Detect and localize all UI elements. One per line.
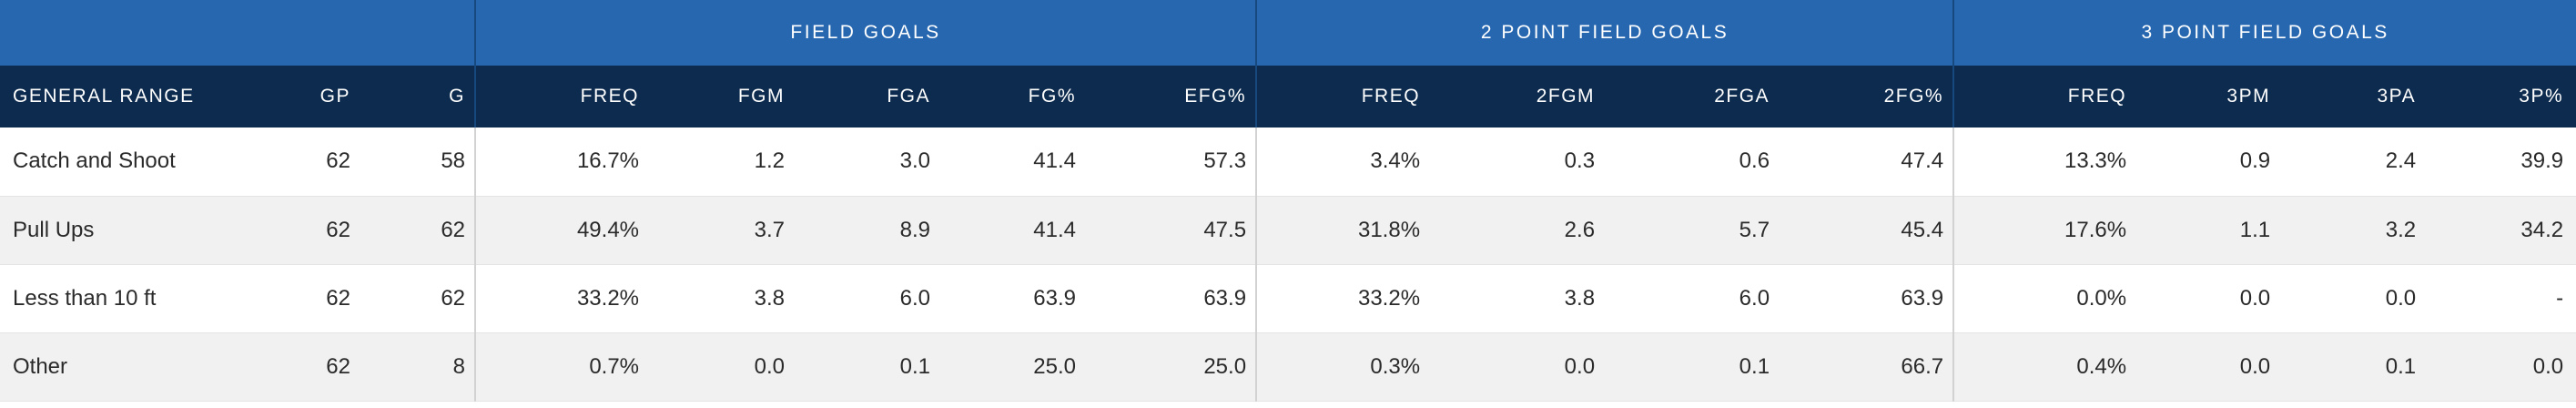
col-header-fga[interactable]: FGA bbox=[794, 66, 940, 128]
group-header-2pt-field-goals: 2 POINT FIELD GOALS bbox=[1255, 0, 1954, 66]
col-header-fg-freq[interactable]: FREQ bbox=[474, 66, 649, 128]
cell-fg-freq: 33.2% bbox=[474, 264, 649, 333]
cell-3pt-freq: 0.4% bbox=[1952, 332, 2136, 402]
cell-efg-pct: 63.9 bbox=[1085, 264, 1257, 333]
cell-2fg-pct: 66.7 bbox=[1779, 332, 1954, 402]
col-header-2fgm[interactable]: 2FGM bbox=[1429, 66, 1605, 128]
cell-fga: 3.0 bbox=[794, 128, 940, 197]
cell-range: Less than 10 ft bbox=[0, 264, 273, 333]
cell-3pm: 0.9 bbox=[2135, 128, 2280, 197]
cell-fgm: 1.2 bbox=[648, 128, 795, 197]
table-row: Pull Ups 62 62 49.4% 3.7 8.9 41.4 47.5 3… bbox=[0, 196, 2576, 265]
cell-2fga: 0.6 bbox=[1604, 128, 1780, 197]
col-header-general-range[interactable]: GENERAL RANGE bbox=[0, 66, 273, 128]
col-header-2fg-pct[interactable]: 2FG% bbox=[1779, 66, 1954, 128]
cell-g: 58 bbox=[360, 128, 476, 197]
table-body: Catch and Shoot 62 58 16.7% 1.2 3.0 41.4… bbox=[0, 128, 2576, 402]
table-row: Less than 10 ft 62 62 33.2% 3.8 6.0 63.9… bbox=[0, 264, 2576, 333]
cell-3pt-freq: 17.6% bbox=[1952, 196, 2136, 265]
cell-fga: 6.0 bbox=[794, 264, 940, 333]
cell-3p-pct: 34.2 bbox=[2425, 196, 2576, 265]
cell-2fga: 0.1 bbox=[1604, 332, 1780, 402]
col-header-efg-pct[interactable]: EFG% bbox=[1085, 66, 1257, 128]
cell-range: Pull Ups bbox=[0, 196, 273, 265]
col-header-g[interactable]: G bbox=[360, 66, 476, 128]
cell-fg-pct: 41.4 bbox=[939, 128, 1086, 197]
cell-2pt-freq: 3.4% bbox=[1255, 128, 1430, 197]
cell-fgm: 3.8 bbox=[648, 264, 795, 333]
cell-fg-freq: 0.7% bbox=[474, 332, 649, 402]
cell-3p-pct: - bbox=[2425, 264, 2576, 333]
cell-2fgm: 2.6 bbox=[1429, 196, 1605, 265]
cell-range: Other bbox=[0, 332, 273, 402]
cell-3pm: 0.0 bbox=[2135, 264, 2280, 333]
cell-2pt-freq: 33.2% bbox=[1255, 264, 1430, 333]
col-header-2fga[interactable]: 2FGA bbox=[1604, 66, 1780, 128]
cell-3pm: 0.0 bbox=[2135, 332, 2280, 402]
col-header-3pa[interactable]: 3PA bbox=[2279, 66, 2426, 128]
group-header-blank bbox=[0, 0, 476, 66]
cell-3pa: 0.0 bbox=[2279, 264, 2426, 333]
cell-fga: 0.1 bbox=[794, 332, 940, 402]
cell-fgm: 3.7 bbox=[648, 196, 795, 265]
column-header-row: GENERAL RANGE GP G FREQ FGM FGA FG% EFG%… bbox=[0, 66, 2576, 128]
cell-gp: 62 bbox=[273, 264, 360, 333]
col-header-fg-pct[interactable]: FG% bbox=[939, 66, 1086, 128]
group-header-field-goals: FIELD GOALS bbox=[474, 0, 1257, 66]
col-header-fgm[interactable]: FGM bbox=[648, 66, 795, 128]
table-row: Other 62 8 0.7% 0.0 0.1 25.0 25.0 0.3% 0… bbox=[0, 332, 2576, 402]
cell-gp: 62 bbox=[273, 128, 360, 197]
cell-3p-pct: 0.0 bbox=[2425, 332, 2576, 402]
cell-2fga: 6.0 bbox=[1604, 264, 1780, 333]
cell-3pa: 3.2 bbox=[2279, 196, 2426, 265]
cell-fgm: 0.0 bbox=[648, 332, 795, 402]
cell-gp: 62 bbox=[273, 332, 360, 402]
cell-3p-pct: 39.9 bbox=[2425, 128, 2576, 197]
cell-g: 62 bbox=[360, 264, 476, 333]
cell-2fg-pct: 45.4 bbox=[1779, 196, 1954, 265]
group-header-row: FIELD GOALS 2 POINT FIELD GOALS 3 POINT … bbox=[0, 0, 2576, 66]
cell-2pt-freq: 31.8% bbox=[1255, 196, 1430, 265]
table-row: Catch and Shoot 62 58 16.7% 1.2 3.0 41.4… bbox=[0, 128, 2576, 197]
cell-fg-freq: 49.4% bbox=[474, 196, 649, 265]
cell-2fgm: 0.0 bbox=[1429, 332, 1605, 402]
cell-2fga: 5.7 bbox=[1604, 196, 1780, 265]
cell-efg-pct: 57.3 bbox=[1085, 128, 1257, 197]
col-header-2pt-freq[interactable]: FREQ bbox=[1255, 66, 1430, 128]
col-header-3pm[interactable]: 3PM bbox=[2135, 66, 2280, 128]
cell-2fg-pct: 47.4 bbox=[1779, 128, 1954, 197]
cell-range: Catch and Shoot bbox=[0, 128, 273, 197]
cell-2fgm: 0.3 bbox=[1429, 128, 1605, 197]
cell-3pa: 2.4 bbox=[2279, 128, 2426, 197]
cell-fga: 8.9 bbox=[794, 196, 940, 265]
cell-3pt-freq: 13.3% bbox=[1952, 128, 2136, 197]
cell-3pt-freq: 0.0% bbox=[1952, 264, 2136, 333]
col-header-gp[interactable]: GP bbox=[273, 66, 360, 128]
cell-efg-pct: 47.5 bbox=[1085, 196, 1257, 265]
cell-g: 8 bbox=[360, 332, 476, 402]
cell-2fgm: 3.8 bbox=[1429, 264, 1605, 333]
cell-fg-freq: 16.7% bbox=[474, 128, 649, 197]
group-header-3pt-field-goals: 3 POINT FIELD GOALS bbox=[1952, 0, 2576, 66]
col-header-3p-pct[interactable]: 3P% bbox=[2425, 66, 2576, 128]
cell-2pt-freq: 0.3% bbox=[1255, 332, 1430, 402]
cell-3pa: 0.1 bbox=[2279, 332, 2426, 402]
cell-3pm: 1.1 bbox=[2135, 196, 2280, 265]
cell-fg-pct: 25.0 bbox=[939, 332, 1086, 402]
cell-g: 62 bbox=[360, 196, 476, 265]
col-header-3pt-freq[interactable]: FREQ bbox=[1952, 66, 2136, 128]
cell-efg-pct: 25.0 bbox=[1085, 332, 1257, 402]
cell-2fg-pct: 63.9 bbox=[1779, 264, 1954, 333]
cell-fg-pct: 41.4 bbox=[939, 196, 1086, 265]
cell-fg-pct: 63.9 bbox=[939, 264, 1086, 333]
cell-gp: 62 bbox=[273, 196, 360, 265]
